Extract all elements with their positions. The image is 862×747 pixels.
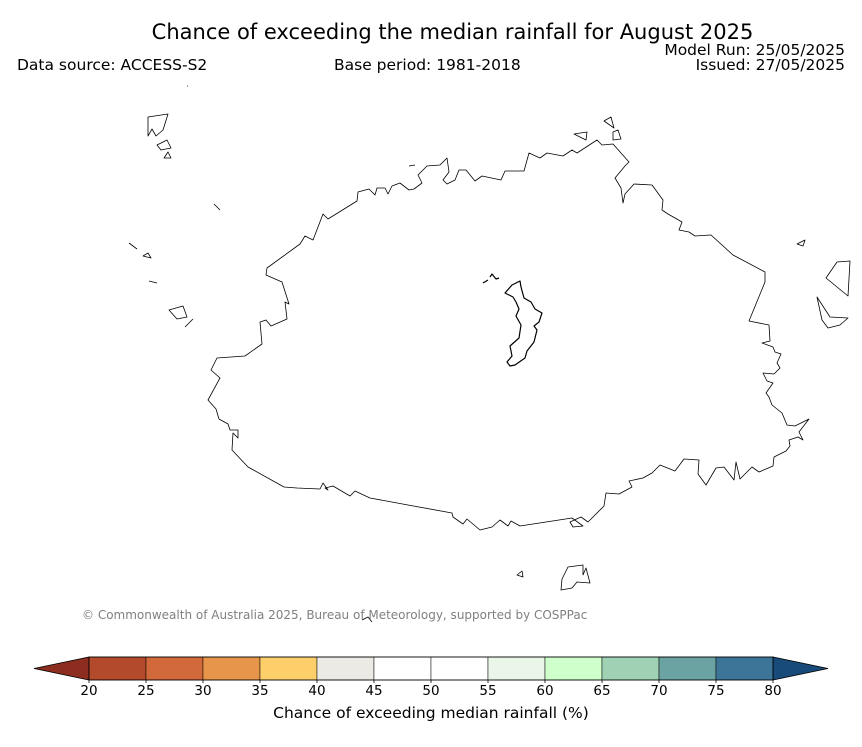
coastlines	[128, 85, 851, 623]
island-s-2	[560, 564, 591, 591]
colorbar-tick-label-60: 60	[536, 683, 553, 699]
island-nw-2	[156, 139, 172, 151]
colorbar-bin-75-80	[715, 656, 774, 681]
copyright-credit: © Commonwealth of Australia 2025, Bureau…	[82, 608, 588, 622]
colorbar-bin-25-30	[145, 656, 204, 681]
island-w-1	[128, 242, 158, 284]
colorbar-bin-60-65	[544, 656, 603, 681]
island-e-3	[816, 296, 849, 329]
island-ne-2	[603, 116, 622, 141]
colorbar: 20 25 30 35 40 45 50 55 60 65 70 75 80	[33, 656, 829, 699]
colorbar-tick-label-70: 70	[650, 683, 667, 699]
colorbar-tick-label-25: 25	[137, 683, 154, 699]
main-island-coastline	[207, 139, 810, 531]
model-run-label: Model Run: 25/05/2025	[664, 41, 845, 59]
colorbar-tick-label-40: 40	[308, 683, 325, 699]
colorbar-bin-70-75	[658, 656, 717, 681]
island-w-2	[168, 305, 194, 328]
interior-feature	[504, 280, 543, 367]
colorbar-tick-label-55: 55	[479, 683, 496, 699]
island-e-2	[825, 260, 851, 297]
colorbar-bin-40-45	[316, 656, 375, 681]
colorbar-tick-label-20: 20	[80, 683, 97, 699]
colorbar-bin-45-50	[373, 656, 432, 681]
island-ne-1	[573, 131, 588, 141]
colorbar-under-arrow	[33, 656, 90, 681]
colorbar-tick-label-30: 30	[194, 683, 211, 699]
island-n-1	[408, 164, 416, 167]
base-period-label: Base period: 1981-2018	[334, 56, 521, 74]
colorbar-tick-label-50: 50	[422, 683, 439, 699]
colorbar-tick-label-80: 80	[764, 683, 781, 699]
island-nw-1	[147, 113, 169, 137]
colorbar-tick-label-45: 45	[365, 683, 382, 699]
data-source-label: Data source: ACCESS-S2	[17, 56, 208, 74]
map-title: Chance of exceeding the median rainfall …	[151, 20, 754, 44]
colorbar-bin-55-60	[487, 656, 546, 681]
colorbar-bin-50-55	[430, 656, 489, 681]
colorbar-title: Chance of exceeding median rainfall (%)	[273, 704, 589, 722]
colorbar-bin-30-35	[202, 656, 261, 681]
island-w-3	[213, 203, 221, 211]
island-e-1	[796, 239, 806, 247]
colorbar-tick-label-35: 35	[251, 683, 268, 699]
colorbar-bin-35-40	[259, 656, 318, 681]
colorbar-over-arrow	[772, 656, 829, 681]
colorbar-bin-65-70	[601, 656, 660, 681]
island-nw-3	[163, 151, 172, 159]
colorbar-bin-20-25	[88, 656, 147, 681]
colorbar-tick-label-75: 75	[707, 683, 724, 699]
colorbar-tick-label-65: 65	[593, 683, 610, 699]
issued-label: Issued: 27/05/2025	[695, 56, 845, 74]
island-s-1	[516, 570, 524, 578]
interior-feature-north	[482, 273, 500, 284]
island-s-3	[361, 616, 373, 623]
